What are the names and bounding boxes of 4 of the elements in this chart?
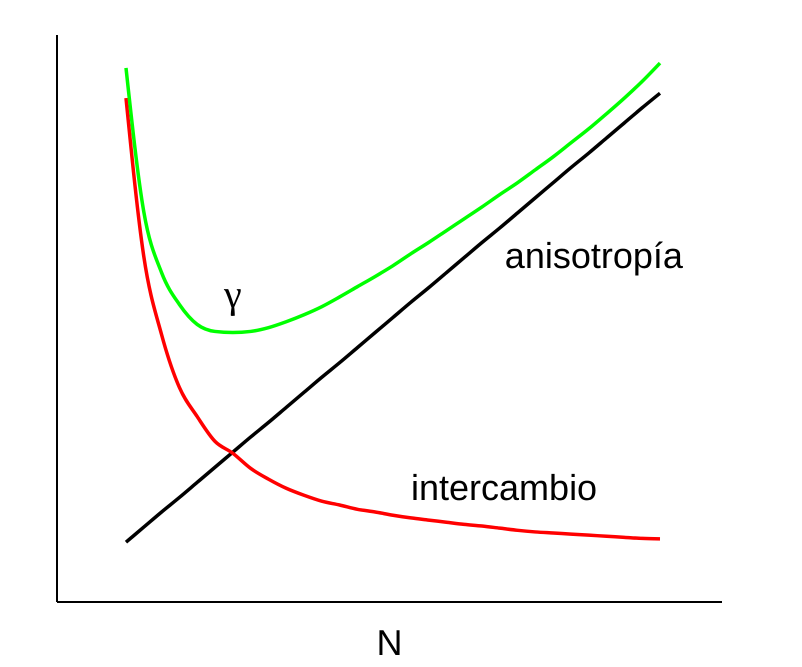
series-label: γ [222,272,242,317]
series-label: anisotropía [504,234,684,276]
series-label: intercambio [411,467,598,508]
x-axis-title: N [376,622,402,663]
